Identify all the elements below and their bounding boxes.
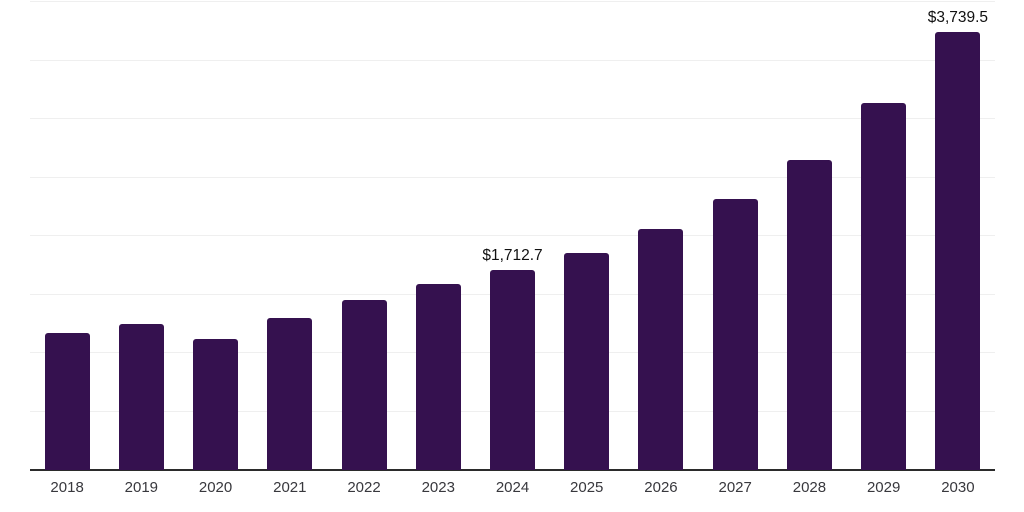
x-axis-label-2028: 2028 — [792, 479, 827, 496]
bar-2024 — [490, 269, 535, 470]
x-axis-label-2026: 2026 — [644, 479, 678, 496]
bar-2018 — [44, 333, 90, 470]
x-axis-label-2019: 2019 — [124, 479, 159, 496]
x-axis-label-2020: 2020 — [198, 479, 233, 496]
plot-area: $1,712.7 $3,739.5 — [30, 1, 995, 471]
bar-2019 — [118, 324, 164, 470]
x-axis-label-2024: 2024 — [495, 479, 530, 496]
bar-2029 — [861, 103, 907, 470]
gridline — [30, 118, 995, 119]
bar-2028 — [786, 159, 832, 470]
x-axis-label-2022: 2022 — [347, 479, 381, 496]
x-axis-label-2021: 2021 — [273, 479, 307, 496]
x-axis-label-2025: 2025 — [570, 479, 604, 496]
bar-2025 — [564, 253, 610, 470]
gridline — [30, 235, 995, 236]
gridline — [30, 59, 995, 61]
x-axis-label-2027: 2027 — [718, 479, 752, 496]
bar-value-label-2024: $1,712.7 — [482, 246, 543, 264]
x-axis-label-2023: 2023 — [421, 479, 455, 496]
x-axis-label-2018: 2018 — [50, 479, 84, 496]
bar-2027 — [712, 198, 758, 470]
bar-value-label-2030: $3,739.5 — [927, 9, 989, 27]
x-axis-labels: 2018 2019 2020 2021 2022 2023 2024 2025 2026 2027… — [30, 479, 995, 501]
bar-2030 — [935, 32, 981, 470]
gridline — [30, 1, 995, 2]
x-axis-label-2029: 2029 — [866, 479, 901, 496]
bar-2021 — [267, 318, 313, 470]
bar-2023 — [415, 284, 461, 470]
bar-2020 — [193, 338, 239, 470]
gridline — [30, 176, 995, 178]
bar-2026 — [638, 228, 684, 470]
x-axis-label-2030: 2030 — [941, 479, 975, 496]
x-axis-line — [30, 469, 995, 471]
bar-2022 — [341, 300, 387, 470]
